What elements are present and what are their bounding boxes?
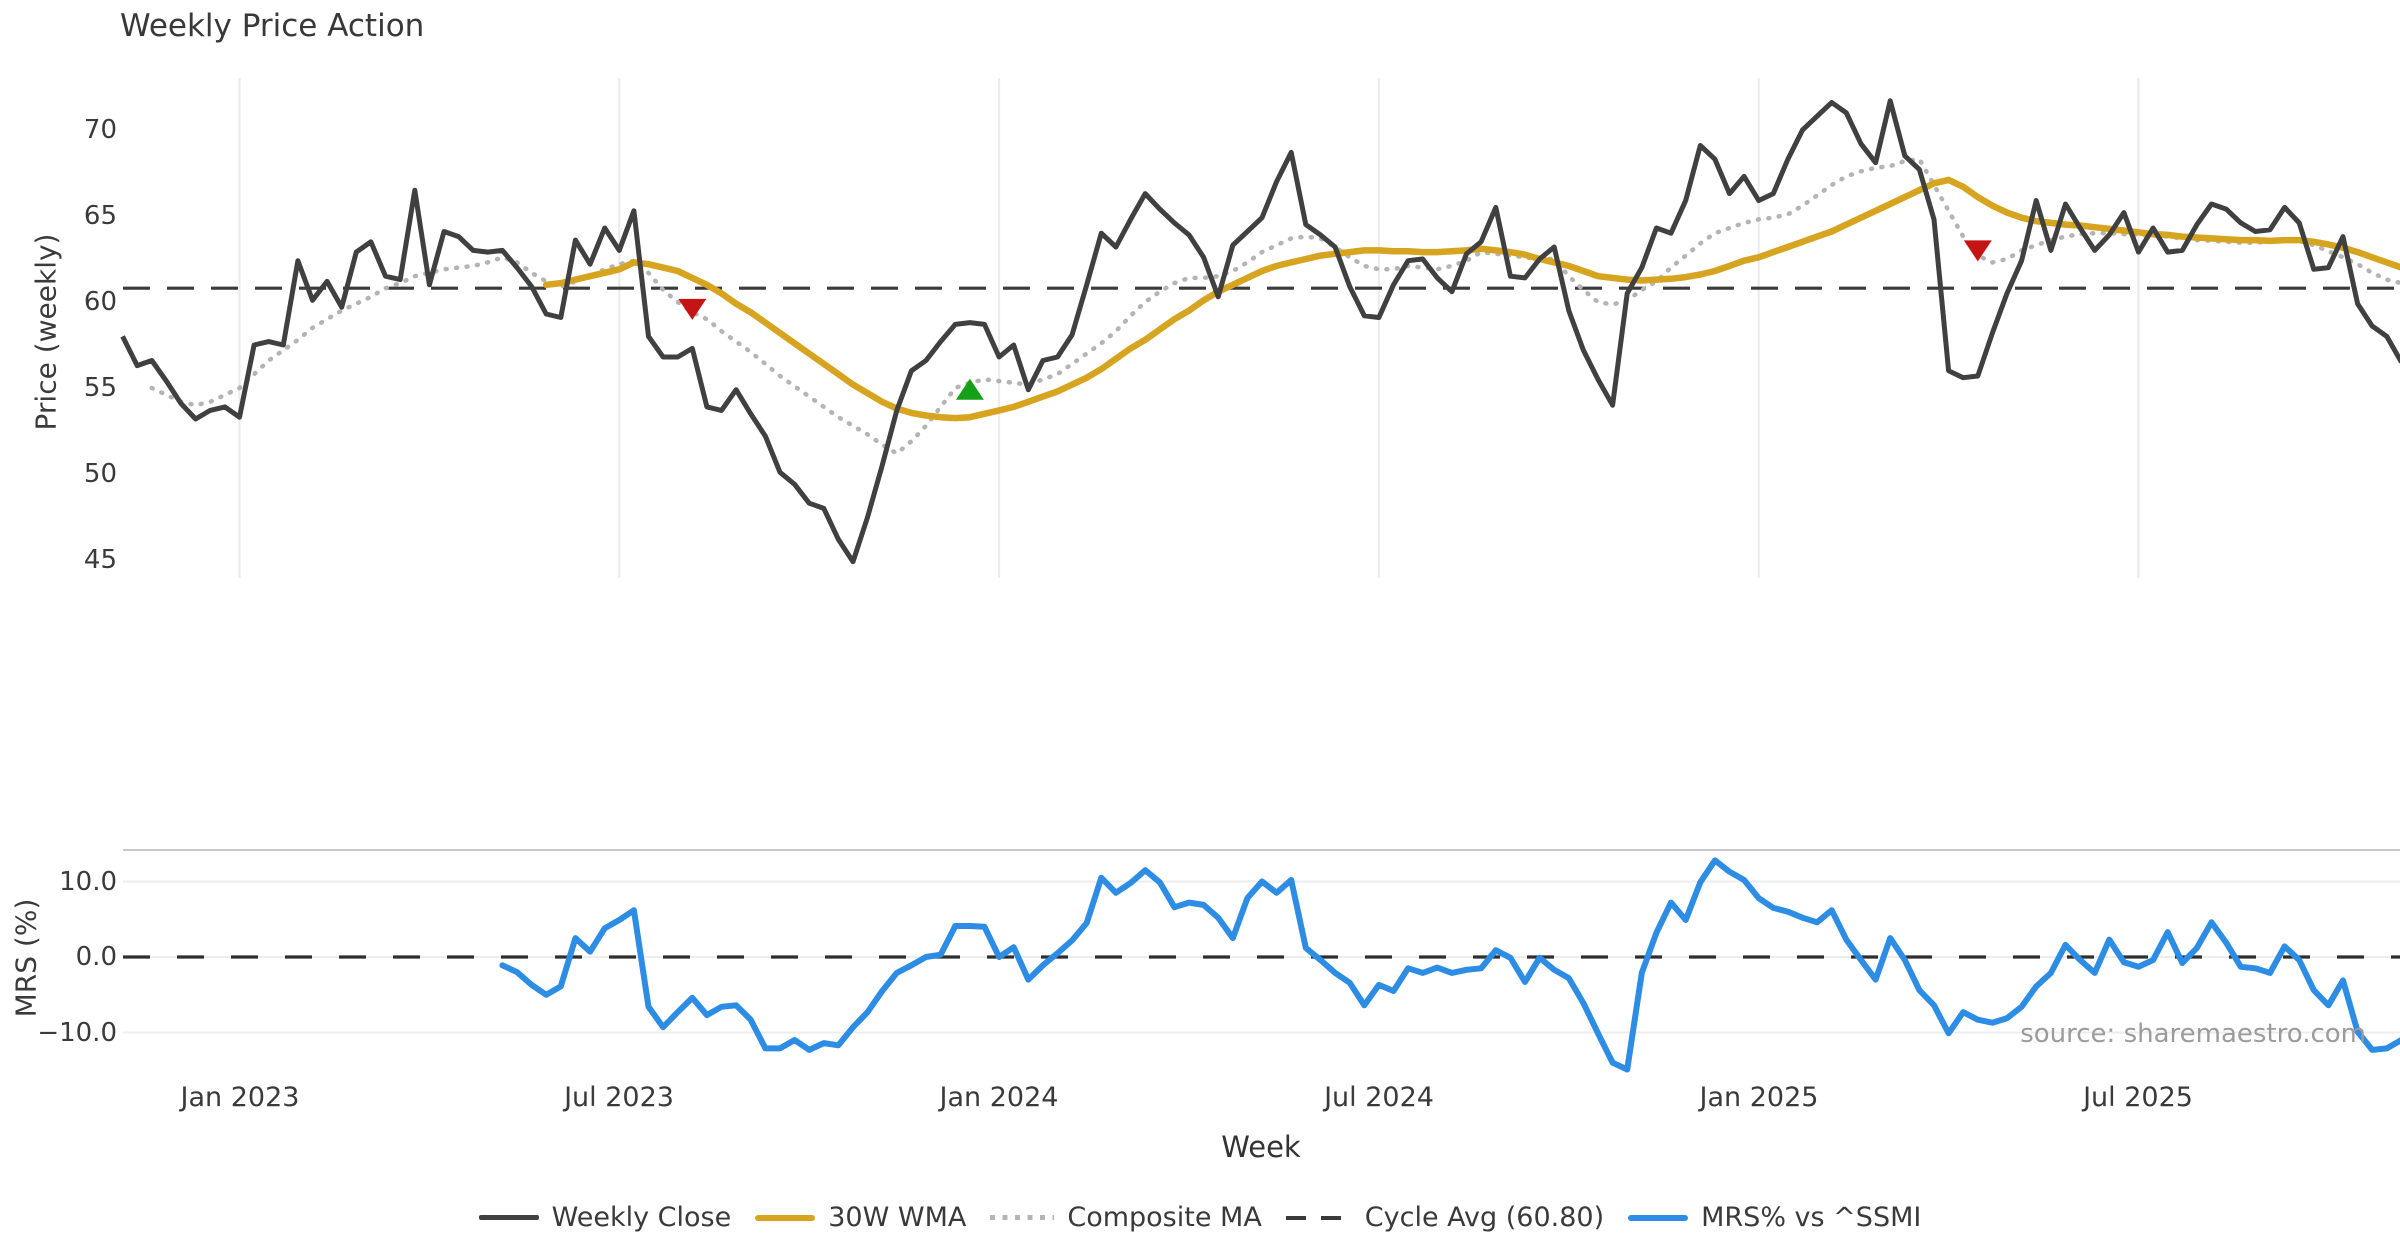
- price-ytick-45: 45: [83, 545, 117, 575]
- legend-item-composite-ma: Composite MA: [990, 1202, 1262, 1233]
- price-ytick-60: 60: [83, 287, 117, 317]
- mrs-line-swatch-icon: [1628, 1214, 1689, 1221]
- xtick-jan-2024: Jan 2024: [939, 1082, 1059, 1113]
- legend-item-cycle-avg: Cycle Avg (60.80): [1285, 1202, 1605, 1233]
- cycle-avg-line-swatch-icon: [1285, 1215, 1352, 1220]
- x-axis-label: Week: [1221, 1130, 1301, 1164]
- price-ytick-55: 55: [83, 373, 117, 403]
- price-ytick-70: 70: [83, 115, 117, 145]
- xtick-jan-2025: Jan 2025: [1699, 1082, 1819, 1113]
- xtick-jan-2023: Jan 2023: [180, 1082, 300, 1113]
- xtick-jul-2023: Jul 2023: [564, 1082, 674, 1113]
- composite-ma-line-swatch-icon: [990, 1215, 1055, 1220]
- mrs-axis-label: MRS (%): [9, 898, 43, 1018]
- price-ytick-50: 50: [83, 459, 117, 489]
- legend-label: Weekly Close: [551, 1202, 732, 1233]
- legend-item-weekly-close: Weekly Close: [478, 1202, 732, 1233]
- price-axis-label: Price (weekly): [29, 233, 63, 431]
- source-watermark: source: sharemaestro.com: [2020, 1019, 2366, 1049]
- price-ytick-65: 65: [83, 201, 117, 231]
- mrs-ytick-10: 10.0: [59, 867, 117, 897]
- legend: Weekly Close 30W WMA Composite MA Cycle …: [0, 1202, 2400, 1233]
- xtick-jul-2024: Jul 2024: [1324, 1082, 1434, 1113]
- mrs-ytick-neg10: −10.0: [37, 1018, 117, 1048]
- wma-line-swatch-icon: [755, 1214, 816, 1221]
- xtick-jul-2025: Jul 2025: [2083, 1082, 2193, 1113]
- legend-item-mrs: MRS% vs ^SSMI: [1628, 1202, 1921, 1233]
- legend-label: 30W WMA: [828, 1202, 967, 1233]
- legend-label: MRS% vs ^SSMI: [1701, 1202, 1922, 1233]
- chart-title: Weekly Price Action: [120, 8, 425, 44]
- mrs-ytick-0: 0.0: [75, 942, 117, 972]
- weekly-close-line-swatch-icon: [478, 1215, 539, 1220]
- legend-item-30w-wma: 30W WMA: [755, 1202, 966, 1233]
- legend-label: Cycle Avg (60.80): [1364, 1202, 1605, 1233]
- legend-label: Composite MA: [1067, 1202, 1262, 1233]
